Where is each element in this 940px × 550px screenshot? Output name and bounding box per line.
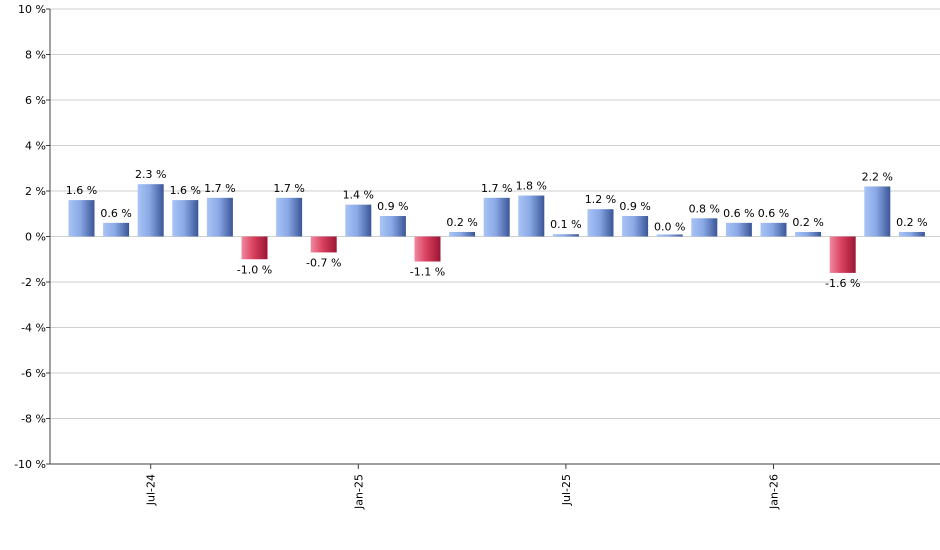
bar-value-label: 1.7 % xyxy=(273,182,304,195)
bar-value-label: 0.2 % xyxy=(792,216,823,229)
bar-value-label: 2.2 % xyxy=(862,170,893,183)
bar xyxy=(137,184,164,237)
bar-value-label: 2.3 % xyxy=(135,168,166,181)
bar xyxy=(172,200,199,237)
bar xyxy=(829,236,856,273)
bar-value-label: 0.8 % xyxy=(689,202,720,215)
bar-value-label: 0.6 % xyxy=(758,207,789,220)
y-axis-tick-labels: 10 % 8 % 6 % 4 % 2 % 0 % -2 % -4 % -6 % -8 % -10 % xyxy=(14,3,50,471)
bar-value-label: 0.6 % xyxy=(723,207,754,220)
x-tick-label: Jul-24 xyxy=(145,474,158,506)
y-tick-label: 8 % xyxy=(25,49,46,62)
bar xyxy=(483,197,510,237)
bar-value-label: 1.7 % xyxy=(204,182,235,195)
y-tick-label: 4 % xyxy=(25,140,46,153)
bar xyxy=(725,222,752,237)
x-tick-label: Jan-26 xyxy=(768,474,781,510)
y-tick-label: 6 % xyxy=(25,94,46,107)
bar-value-label: 1.6 % xyxy=(66,184,97,197)
bar-value-label: 1.6 % xyxy=(170,184,201,197)
bar xyxy=(552,234,579,237)
x-tick-label: Jan-25 xyxy=(352,474,365,510)
bar-value-label: -1.6 % xyxy=(825,277,860,290)
bar xyxy=(103,222,130,237)
bar-value-label: 1.8 % xyxy=(516,180,547,193)
y-tick-label: -8 % xyxy=(21,413,46,426)
x-axis-tick-labels: Jul-24 Jan-25 Jul-25 Jan-26 xyxy=(145,464,781,510)
bar xyxy=(760,222,787,237)
y-tick-label: 0 % xyxy=(25,231,46,244)
bar-value-labels: 1.6 %0.6 %2.3 %1.6 % 1.7 %-1.0 %1.7 %-0.7… xyxy=(66,168,928,290)
bar xyxy=(691,218,718,237)
bar xyxy=(795,231,822,237)
bar xyxy=(864,186,891,237)
bar xyxy=(898,231,925,237)
bar-value-label: 1.7 % xyxy=(481,182,512,195)
bar xyxy=(379,216,406,237)
bar xyxy=(206,197,233,237)
y-tick-label: -10 % xyxy=(14,458,46,471)
y-tick-label: -4 % xyxy=(21,322,46,335)
bar xyxy=(449,231,476,237)
bar xyxy=(345,204,372,237)
bar-value-label: 0.9 % xyxy=(619,200,650,213)
y-tick-label: 2 % xyxy=(25,185,46,198)
y-tick-label: -6 % xyxy=(21,367,46,380)
bar-value-label: 0.2 % xyxy=(446,216,477,229)
bar-value-label: -1.1 % xyxy=(410,266,445,279)
bar xyxy=(68,200,95,237)
bar-value-label: 0.9 % xyxy=(377,200,408,213)
bars xyxy=(68,184,925,273)
bar xyxy=(587,209,614,237)
bar xyxy=(241,236,268,260)
bar xyxy=(310,236,337,253)
bar xyxy=(622,216,649,237)
y-tick-label: -2 % xyxy=(21,276,46,289)
bar-value-label: 1.2 % xyxy=(585,193,616,206)
bar-value-label: -0.7 % xyxy=(306,256,341,269)
bar-value-label: -1.0 % xyxy=(237,263,272,276)
x-tick-label: Jul-25 xyxy=(560,474,573,506)
bar xyxy=(414,236,441,262)
bar-value-label: 0.2 % xyxy=(896,216,927,229)
y-tick-label: 10 % xyxy=(18,3,46,16)
bar-value-label: 0.6 % xyxy=(100,207,131,220)
bar-value-label: 0.0 % xyxy=(654,221,685,234)
bar xyxy=(656,234,683,237)
bar xyxy=(518,195,545,237)
bar-value-label: 0.1 % xyxy=(550,218,581,231)
bar-value-label: 1.4 % xyxy=(343,189,374,202)
bar xyxy=(276,197,303,237)
